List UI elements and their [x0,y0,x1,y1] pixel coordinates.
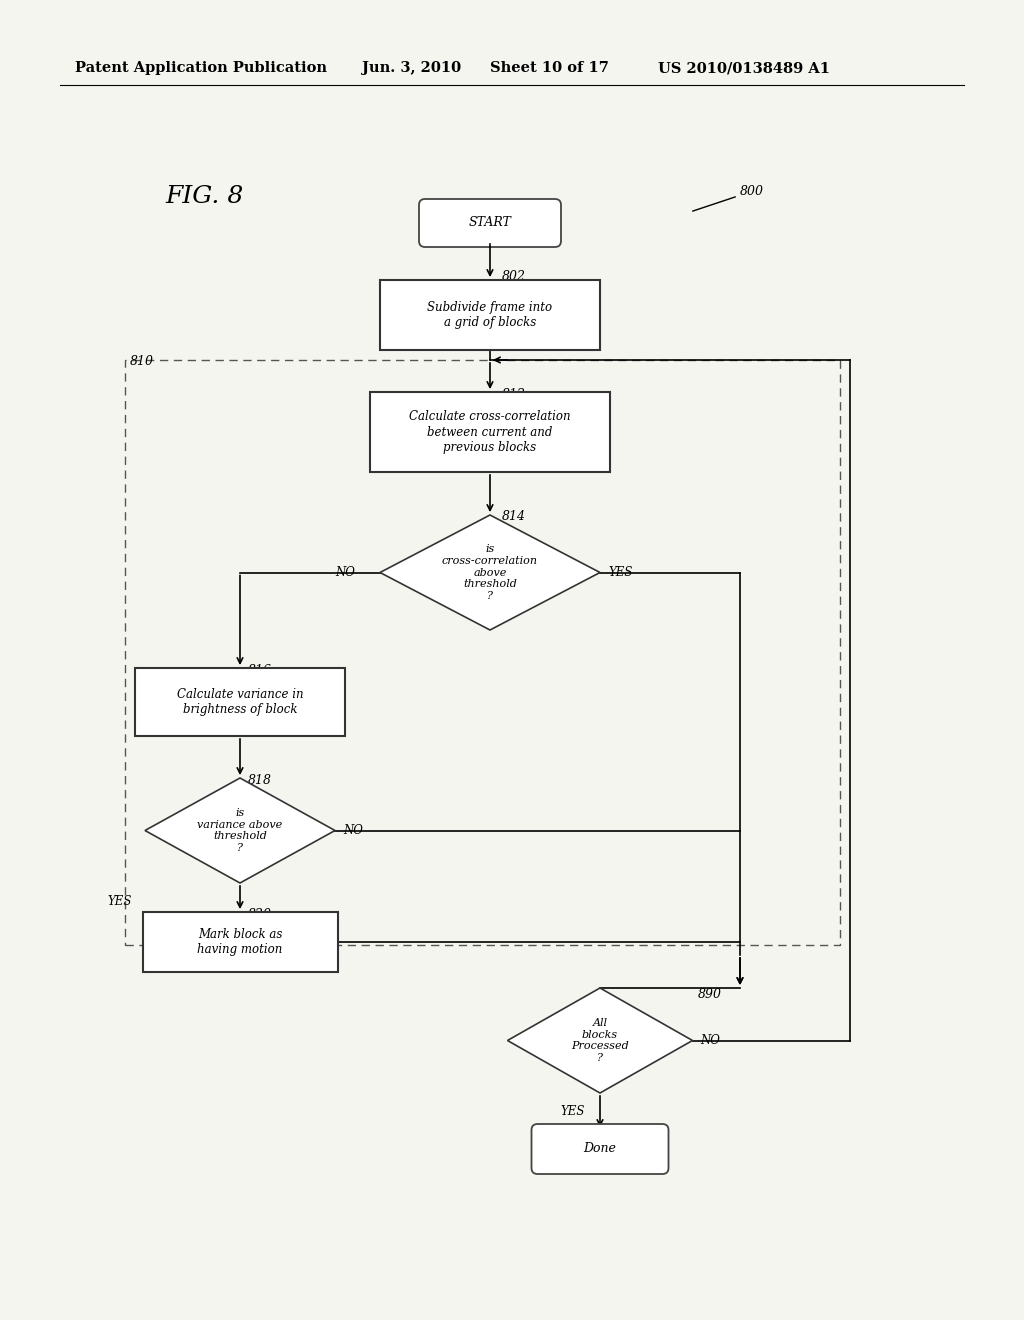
Bar [125,360,840,945]
Polygon shape [145,777,335,883]
Text: 800: 800 [740,185,764,198]
Text: 814: 814 [502,510,526,523]
Text: YES: YES [608,566,633,579]
Bar [142,912,338,972]
Text: 818: 818 [248,774,272,787]
Text: Mark block as
having motion: Mark block as having motion [198,928,283,956]
FancyBboxPatch shape [419,199,561,247]
Text: Done: Done [584,1143,616,1155]
Text: NO: NO [700,1034,720,1047]
Text: All
blocks
Processed
?: All blocks Processed ? [571,1018,629,1063]
Text: 810: 810 [130,355,154,368]
Text: Sheet 10 of 17: Sheet 10 of 17 [490,61,609,75]
FancyBboxPatch shape [531,1125,669,1173]
Text: 816: 816 [248,664,272,677]
Bar [135,668,345,737]
Text: US 2010/0138489 A1: US 2010/0138489 A1 [658,61,830,75]
Text: START: START [469,216,511,230]
Text: FIG. 8: FIG. 8 [165,185,244,209]
Text: 812: 812 [502,388,526,401]
Text: NO: NO [335,566,355,579]
Text: is
variance above
threshold
?: is variance above threshold ? [198,808,283,853]
Polygon shape [380,515,600,630]
Text: NO: NO [343,824,362,837]
Bar [370,392,610,473]
Text: 899: 899 [608,1126,632,1139]
Text: Patent Application Publication: Patent Application Publication [75,61,327,75]
Bar [380,280,600,350]
Text: YES: YES [106,895,131,908]
Text: Subdivide frame into
a grid of blocks: Subdivide frame into a grid of blocks [427,301,553,329]
Text: Jun. 3, 2010: Jun. 3, 2010 [362,61,461,75]
Text: Calculate cross-correlation
between current and
previous blocks: Calculate cross-correlation between curr… [410,411,570,454]
Text: 802: 802 [502,271,526,282]
Text: is
cross-correlation
above
threshold
?: is cross-correlation above threshold ? [442,544,538,601]
Polygon shape [508,987,692,1093]
Text: 820: 820 [248,908,272,921]
Text: Calculate variance in
brightness of block: Calculate variance in brightness of bloc… [177,688,303,715]
Text: 890: 890 [697,987,722,1001]
Text: YES: YES [560,1105,585,1118]
